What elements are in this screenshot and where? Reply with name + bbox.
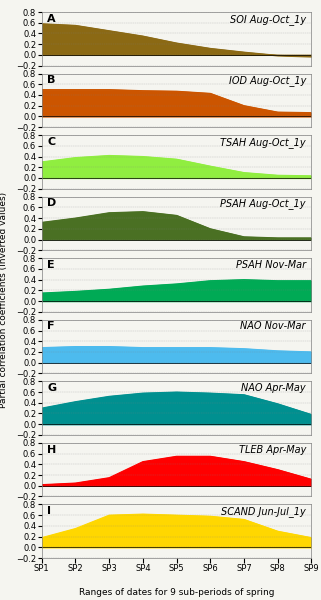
Text: D: D	[47, 198, 56, 208]
Text: TLEB Apr-May: TLEB Apr-May	[239, 445, 306, 455]
Text: IOD Aug-Oct_1y: IOD Aug-Oct_1y	[229, 75, 306, 86]
Text: PSAH Aug-Oct_1y: PSAH Aug-Oct_1y	[221, 198, 306, 209]
Text: B: B	[47, 75, 56, 85]
Text: F: F	[47, 322, 55, 331]
Text: NAO Apr-May: NAO Apr-May	[241, 383, 306, 393]
Text: SCAND Jun-Jul_1y: SCAND Jun-Jul_1y	[221, 506, 306, 517]
Text: NAO Nov-Mar: NAO Nov-Mar	[240, 322, 306, 331]
Text: TSAH Aug-Oct_1y: TSAH Aug-Oct_1y	[220, 137, 306, 148]
Text: C: C	[47, 137, 55, 147]
Text: I: I	[47, 506, 51, 516]
Text: G: G	[47, 383, 56, 393]
Text: PSAH Nov-Mar: PSAH Nov-Mar	[236, 260, 306, 270]
Text: Ranges of dates for 9 sub-periods of spring: Ranges of dates for 9 sub-periods of spr…	[79, 588, 274, 597]
Text: Partial correlation coefficients (inverted values): Partial correlation coefficients (invert…	[0, 192, 8, 408]
Text: SOI Aug-Oct_1y: SOI Aug-Oct_1y	[230, 14, 306, 25]
Text: A: A	[47, 14, 56, 23]
Text: H: H	[47, 445, 56, 455]
Text: E: E	[47, 260, 55, 270]
